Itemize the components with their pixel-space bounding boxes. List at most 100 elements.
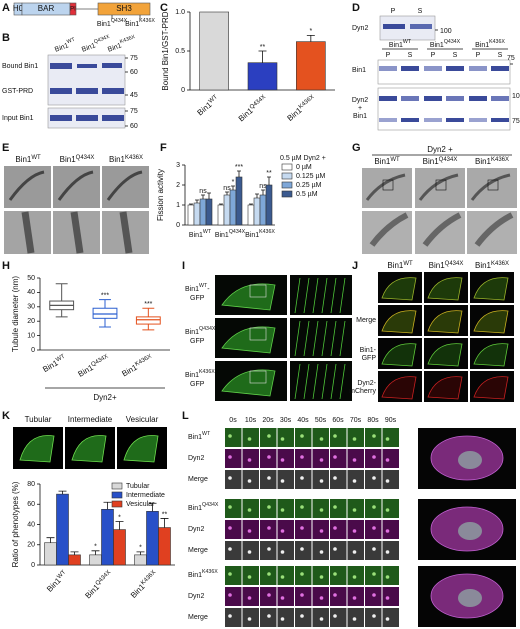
panel-label: G	[352, 142, 361, 154]
y-tick-label: 10	[27, 332, 35, 339]
lane-header: Bin1Q434X	[80, 34, 112, 53]
y-tick-label: 50	[27, 275, 35, 282]
x-tick-label: Bin1K436X	[120, 353, 154, 378]
micrograph	[242, 566, 259, 585]
marker-label: 100	[512, 93, 520, 100]
puncta	[300, 614, 304, 618]
lane-header: Bin1K436X	[475, 39, 505, 48]
puncta	[300, 547, 304, 551]
panel-label: C	[160, 2, 168, 14]
gel-band	[424, 66, 442, 71]
gel-band	[50, 115, 72, 121]
puncta	[267, 572, 271, 576]
bar	[158, 527, 171, 566]
bar	[259, 194, 267, 226]
y-axis-title: Ratio of phenotypes (%)	[11, 481, 20, 567]
column-label: Bin1Q434X	[429, 261, 464, 271]
significance: ***	[144, 301, 152, 308]
puncta	[267, 526, 271, 530]
puncta	[352, 479, 357, 483]
puncta	[319, 458, 324, 462]
gel-band	[102, 63, 122, 68]
puncta	[267, 505, 271, 509]
x-tick-label: Bin1Q434X	[83, 569, 114, 600]
y-tick-label: 40	[27, 289, 35, 296]
puncta	[247, 550, 252, 554]
puncta	[280, 479, 285, 483]
legend-swatch	[281, 190, 293, 198]
puncta	[333, 455, 337, 459]
tubule	[106, 170, 143, 201]
row-label: GFP	[190, 338, 205, 345]
inset-box	[249, 370, 267, 384]
micrograph	[347, 587, 364, 606]
micrograph	[382, 541, 399, 560]
micrograph	[330, 587, 347, 606]
legend-label: 0.25 µM	[296, 182, 322, 189]
marker-label: 100	[440, 28, 452, 35]
column-label: Bin1K436X	[475, 261, 509, 271]
filament	[303, 363, 310, 400]
micrograph	[347, 608, 364, 627]
puncta	[352, 550, 357, 554]
bar	[68, 554, 81, 566]
puncta	[372, 547, 376, 551]
filament	[312, 277, 319, 314]
error-bar	[58, 490, 67, 495]
puncta	[333, 547, 337, 551]
micrograph	[242, 428, 259, 447]
micrograph	[290, 275, 352, 315]
gel-band	[383, 24, 405, 29]
bar	[113, 529, 126, 566]
puncta	[280, 508, 285, 512]
micrograph	[295, 428, 312, 447]
puncta	[228, 572, 232, 576]
puncta	[247, 575, 252, 579]
puncta	[247, 479, 252, 483]
puncta	[280, 437, 285, 441]
y-tick-label: 20	[27, 542, 35, 549]
column-label: Bin1WT	[387, 261, 413, 271]
cell	[427, 376, 463, 400]
marker-label: 75	[512, 118, 520, 125]
gel-band	[401, 96, 419, 101]
micrograph	[277, 566, 294, 585]
cell	[19, 435, 55, 463]
bar	[187, 204, 195, 226]
micrograph	[330, 470, 347, 489]
row-label: Bin1WT-	[185, 283, 210, 292]
marker-label: 75	[130, 55, 138, 62]
significance: ***	[101, 292, 109, 299]
bar	[44, 542, 57, 566]
puncta	[333, 434, 337, 438]
micrograph	[295, 566, 312, 585]
column-label: Bin1Q434X	[60, 155, 95, 165]
x-tick-label: Bin1K436X	[245, 229, 275, 238]
puncta	[372, 526, 376, 530]
micrograph	[347, 428, 364, 447]
panel-label: F	[160, 142, 167, 154]
phenotype-label: Intermediate	[68, 415, 113, 424]
micrograph	[242, 520, 259, 539]
micrograph	[225, 520, 242, 539]
puncta	[300, 593, 304, 597]
lane-header: P	[391, 8, 396, 15]
x-tick-label: Bin1Q434X	[76, 353, 111, 379]
row-label: Bin1-	[360, 347, 377, 354]
bar	[265, 184, 273, 226]
significance: *	[309, 28, 312, 35]
legend-swatch	[111, 500, 123, 508]
x-tick-label: Bin1K436X	[285, 94, 317, 123]
bar	[217, 204, 225, 226]
significance: **	[162, 511, 168, 518]
significance: ns	[223, 185, 231, 192]
y-axis-title: Fission activity	[156, 169, 165, 221]
puncta	[385, 529, 390, 533]
time-label: 30s	[280, 417, 292, 424]
x-tick-label: Bin1Q434X	[236, 94, 269, 124]
column-label: Bin1K436X	[475, 157, 509, 167]
gel-band	[424, 96, 442, 101]
y-tick-label: 0.5	[175, 48, 185, 55]
x-tick-label: Bin1WT	[45, 569, 70, 594]
